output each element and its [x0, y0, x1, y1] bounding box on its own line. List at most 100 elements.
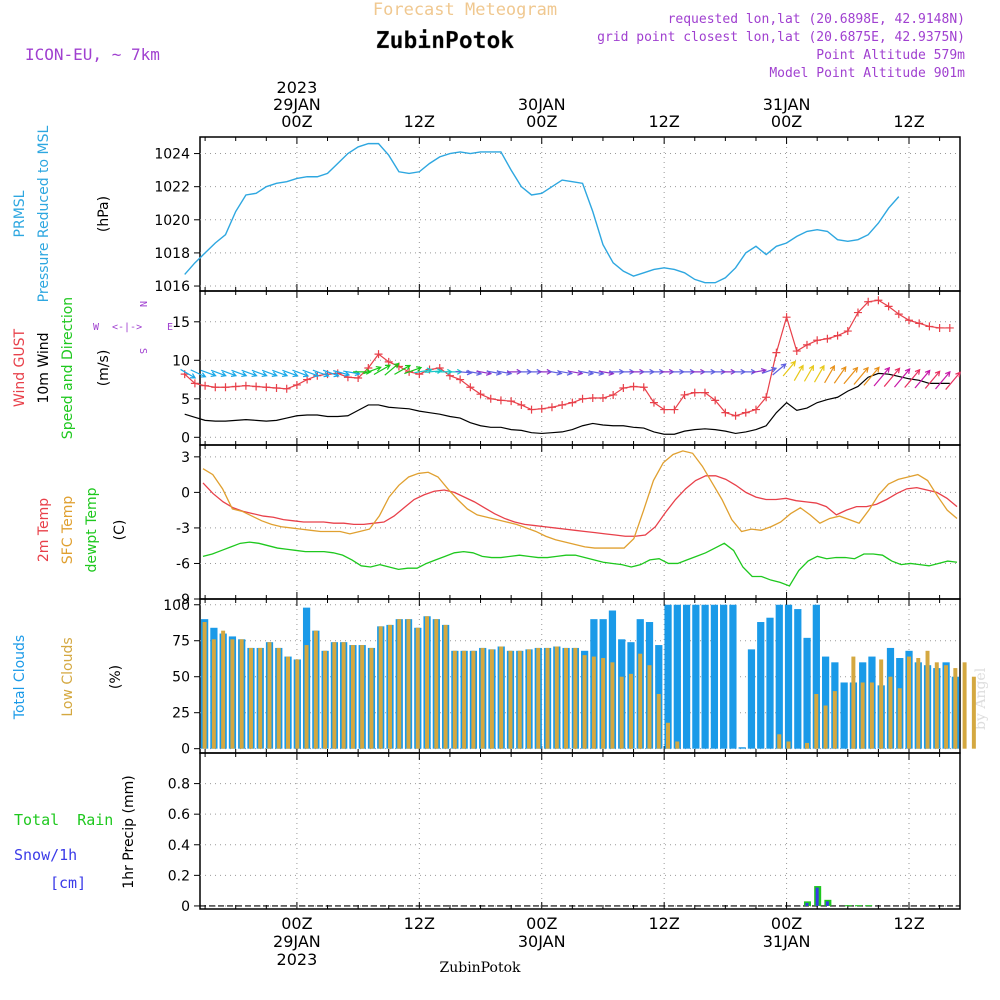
low-clouds-bar — [601, 658, 606, 749]
clouds-ytick-label: 50 — [172, 670, 190, 686]
precip-ytick-label: 0.2 — [168, 868, 190, 884]
lbl-temp-text: dewpt Temp — [84, 487, 100, 572]
pressure-ytick-label: 1022 — [154, 180, 190, 196]
wind-direction-arrow — [373, 364, 392, 376]
bottom-time-label: 12Z — [404, 914, 435, 933]
low-clouds-bar — [406, 619, 411, 749]
low-clouds-bar — [832, 691, 837, 749]
pressure-ytick-label: 1024 — [154, 147, 190, 163]
top-time-label: 12Z — [404, 112, 435, 131]
gust-point — [282, 384, 291, 393]
total-clouds-bar — [720, 604, 728, 749]
total-clouds-bar — [701, 604, 709, 749]
credit: by Angel — [973, 667, 989, 730]
low-clouds-bar — [332, 642, 337, 749]
low-clouds-bar — [777, 734, 782, 749]
gust-point — [884, 302, 893, 311]
wind-direction-arrow — [333, 370, 351, 377]
wind-direction-arrow — [843, 366, 859, 385]
gust-point — [517, 400, 526, 409]
low-clouds-bar — [573, 647, 578, 749]
gust-point — [568, 398, 577, 407]
wind-direction-arrow — [241, 369, 258, 378]
lbl-pressure-text: (hPa) — [96, 196, 112, 232]
gust-point — [670, 405, 679, 414]
wind-direction-arrow — [200, 369, 217, 378]
low-clouds-bar — [341, 642, 346, 749]
gust-point — [915, 319, 924, 328]
wind-direction-arrow — [853, 366, 869, 385]
low-clouds-bar — [369, 647, 374, 749]
bottom-time-label: 2023 — [277, 950, 318, 969]
clouds-labels: Total Clouds Low Clouds (%) — [12, 635, 124, 720]
t2m-line — [202, 475, 958, 537]
low-clouds-bar — [897, 688, 902, 749]
gust-point — [639, 383, 648, 392]
low-clouds-bar — [582, 655, 587, 749]
low-clouds-bar — [387, 624, 392, 749]
temperature-labels: 2m Temp SFC Temp dewpt Temp (C) — [36, 487, 128, 572]
wind-direction-arrow — [772, 363, 787, 376]
low-clouds-bar — [323, 650, 328, 749]
top-time-label: 30JAN — [518, 95, 566, 114]
gust-point — [466, 383, 475, 392]
bottom-time-label: 29JAN — [273, 932, 321, 951]
top-time-label: 31JAN — [763, 95, 811, 114]
temp-ytick-label: -6 — [176, 556, 190, 572]
precip-ytick-label: 0.4 — [168, 838, 190, 854]
low-clouds-bar — [851, 656, 856, 749]
total-clouds-bar — [784, 604, 793, 749]
compass-w: W — [93, 322, 100, 333]
gust-point — [190, 379, 199, 388]
bottom-time-label: 12Z — [893, 914, 924, 933]
total-clouds-bar — [692, 604, 700, 749]
gust-point — [762, 393, 771, 402]
precip-ytick-label: 0 — [181, 899, 190, 915]
wind-direction-arrow — [302, 369, 320, 378]
wind-direction-arrow — [190, 369, 207, 378]
wind-direction-arrow — [363, 365, 382, 375]
low-clouds-bar — [286, 656, 291, 749]
gust-point — [792, 347, 801, 356]
gust-point — [384, 357, 393, 366]
clouds-panel: 0 25 50 75 100 — [163, 598, 976, 758]
wind-direction-arrow — [251, 369, 268, 378]
pressure-ytick-label: 1018 — [154, 246, 190, 262]
rain-bar — [854, 905, 862, 907]
low-clouds-bar — [462, 650, 467, 749]
low-clouds-bar — [211, 639, 216, 749]
gust-point — [252, 382, 261, 391]
model-label: ICON-EU, ~ 7km — [25, 45, 160, 64]
wind-direction-arrow — [261, 369, 278, 377]
gust-point — [231, 382, 240, 391]
pressure-panel: 1016 1018 1020 1022 1024 — [154, 136, 961, 295]
low-clouds-bar — [554, 646, 559, 749]
wind-direction-arrow — [180, 368, 197, 379]
low-clouds-bar — [971, 676, 976, 749]
gust-point — [843, 327, 852, 336]
wind-ytick-label: 0 — [181, 430, 190, 446]
total-clouds-bar — [821, 656, 830, 749]
gust-point — [874, 296, 883, 305]
gust-point — [527, 405, 536, 414]
low-clouds-bar — [452, 650, 457, 749]
lbl-wind-text: Wind GUST — [12, 328, 28, 407]
pressure-ytick-label: 1016 — [154, 279, 190, 295]
wind-direction-arrow — [404, 366, 423, 375]
wind-direction-arrow — [762, 366, 778, 374]
gust-point — [833, 331, 842, 340]
low-clouds-bar — [258, 647, 263, 749]
total-clouds-bar — [664, 604, 672, 749]
precip-frame — [199, 752, 961, 910]
gust-point — [507, 397, 516, 406]
wind-direction-arrow — [904, 368, 921, 388]
gust-point — [486, 394, 495, 403]
low-clouds-bar — [934, 662, 939, 749]
requested-coords: requested lon,lat (20.6898E, 42.9148N) — [668, 12, 965, 27]
lbl-clouds-text: Low Clouds — [60, 637, 76, 716]
gust-point — [680, 390, 689, 399]
low-clouds-bar — [304, 645, 309, 749]
compass-s: S — [137, 348, 148, 354]
